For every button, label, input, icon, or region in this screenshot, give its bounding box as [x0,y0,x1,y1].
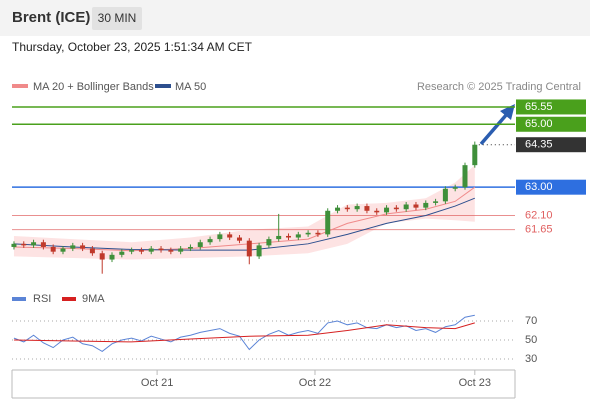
level-label: 65.55 [525,101,553,113]
candle-body [393,207,399,210]
legend-label: RSI [33,293,51,305]
candle-body [129,250,135,252]
candle-body [197,242,203,247]
candle-body [60,248,66,252]
candle-body [354,206,360,210]
level-label: 63.00 [525,181,553,193]
candle-body [364,206,370,211]
x-tick-label: Oct 21 [141,377,173,389]
candle-body [138,250,144,252]
level-label: 64.35 [525,139,553,151]
candle-body [335,207,341,211]
candle-body [11,243,17,247]
candle-body [472,144,478,166]
candle-body [178,248,184,252]
candle-body [99,253,105,260]
candle-body [21,243,27,246]
candle-body [119,251,125,255]
candle-body [80,245,86,249]
x-tick-label: Oct 23 [459,377,491,389]
level-label: 65.00 [525,118,553,130]
candle-body [433,201,439,203]
legend-label: 9MA [82,293,105,305]
candle-body [40,242,46,247]
arrow-head [500,104,515,120]
candle-body [325,210,331,235]
candle-body [344,207,350,210]
bollinger-band [13,165,475,260]
title: Brent (ICE) [12,9,90,26]
candle-body [423,202,429,208]
ma50-line [13,197,475,251]
candle-body [236,237,242,241]
level-label: 61.65 [525,224,553,236]
candle-body [148,248,154,252]
level-label-box [516,99,586,115]
candle-body [187,246,193,249]
candle-body [315,232,321,235]
candle-body [286,235,292,238]
candle-body [50,246,56,252]
candle-body [384,207,390,213]
candle-body [413,204,419,208]
candle-body [31,242,37,246]
candle-body [295,234,301,238]
candle-body [246,240,252,257]
candle-body [374,210,380,213]
candle-body [89,248,95,254]
candle-body [276,235,282,240]
legend-swatch [12,84,28,88]
level-label-box [516,116,586,132]
candle-body [227,234,233,238]
candle-body [256,245,262,257]
timestamp: Thursday, October 23, 2025 1:51:34 AM CE… [12,40,253,54]
candle-body [109,254,115,260]
arrow-shaft [479,112,509,146]
candle-body [207,239,213,243]
y-tick-label: 30 [525,353,537,365]
legend-label: MA 50 [175,81,206,93]
legend-swatch [155,84,171,88]
x-tick-label: Oct 22 [299,377,331,389]
candle-body [168,250,174,252]
candle-body [452,187,458,189]
ma20-line [13,186,476,252]
candle-body [462,165,468,188]
source: Research © 2025 Trading Central [417,81,581,93]
y-tick-label: 50 [525,334,537,346]
candle-body [266,239,272,246]
candle-body [442,188,448,202]
level-label-box [516,137,586,153]
rsi-line [13,314,475,353]
interval-box [92,7,142,30]
level-label: 62.10 [525,209,553,221]
candle-body [305,232,311,235]
candle-body [158,248,164,251]
legend-label: MA 20 + Bollinger Bands [33,81,154,93]
interval: 30 MIN [98,11,137,25]
legend-swatch [12,297,26,301]
y-tick-label: 70 [525,315,537,327]
candle-body [70,245,76,249]
candle-body [217,234,223,240]
level-label-box [516,179,586,195]
ma9-line [13,322,475,343]
candle-body [403,204,409,210]
legend-swatch [62,297,76,301]
